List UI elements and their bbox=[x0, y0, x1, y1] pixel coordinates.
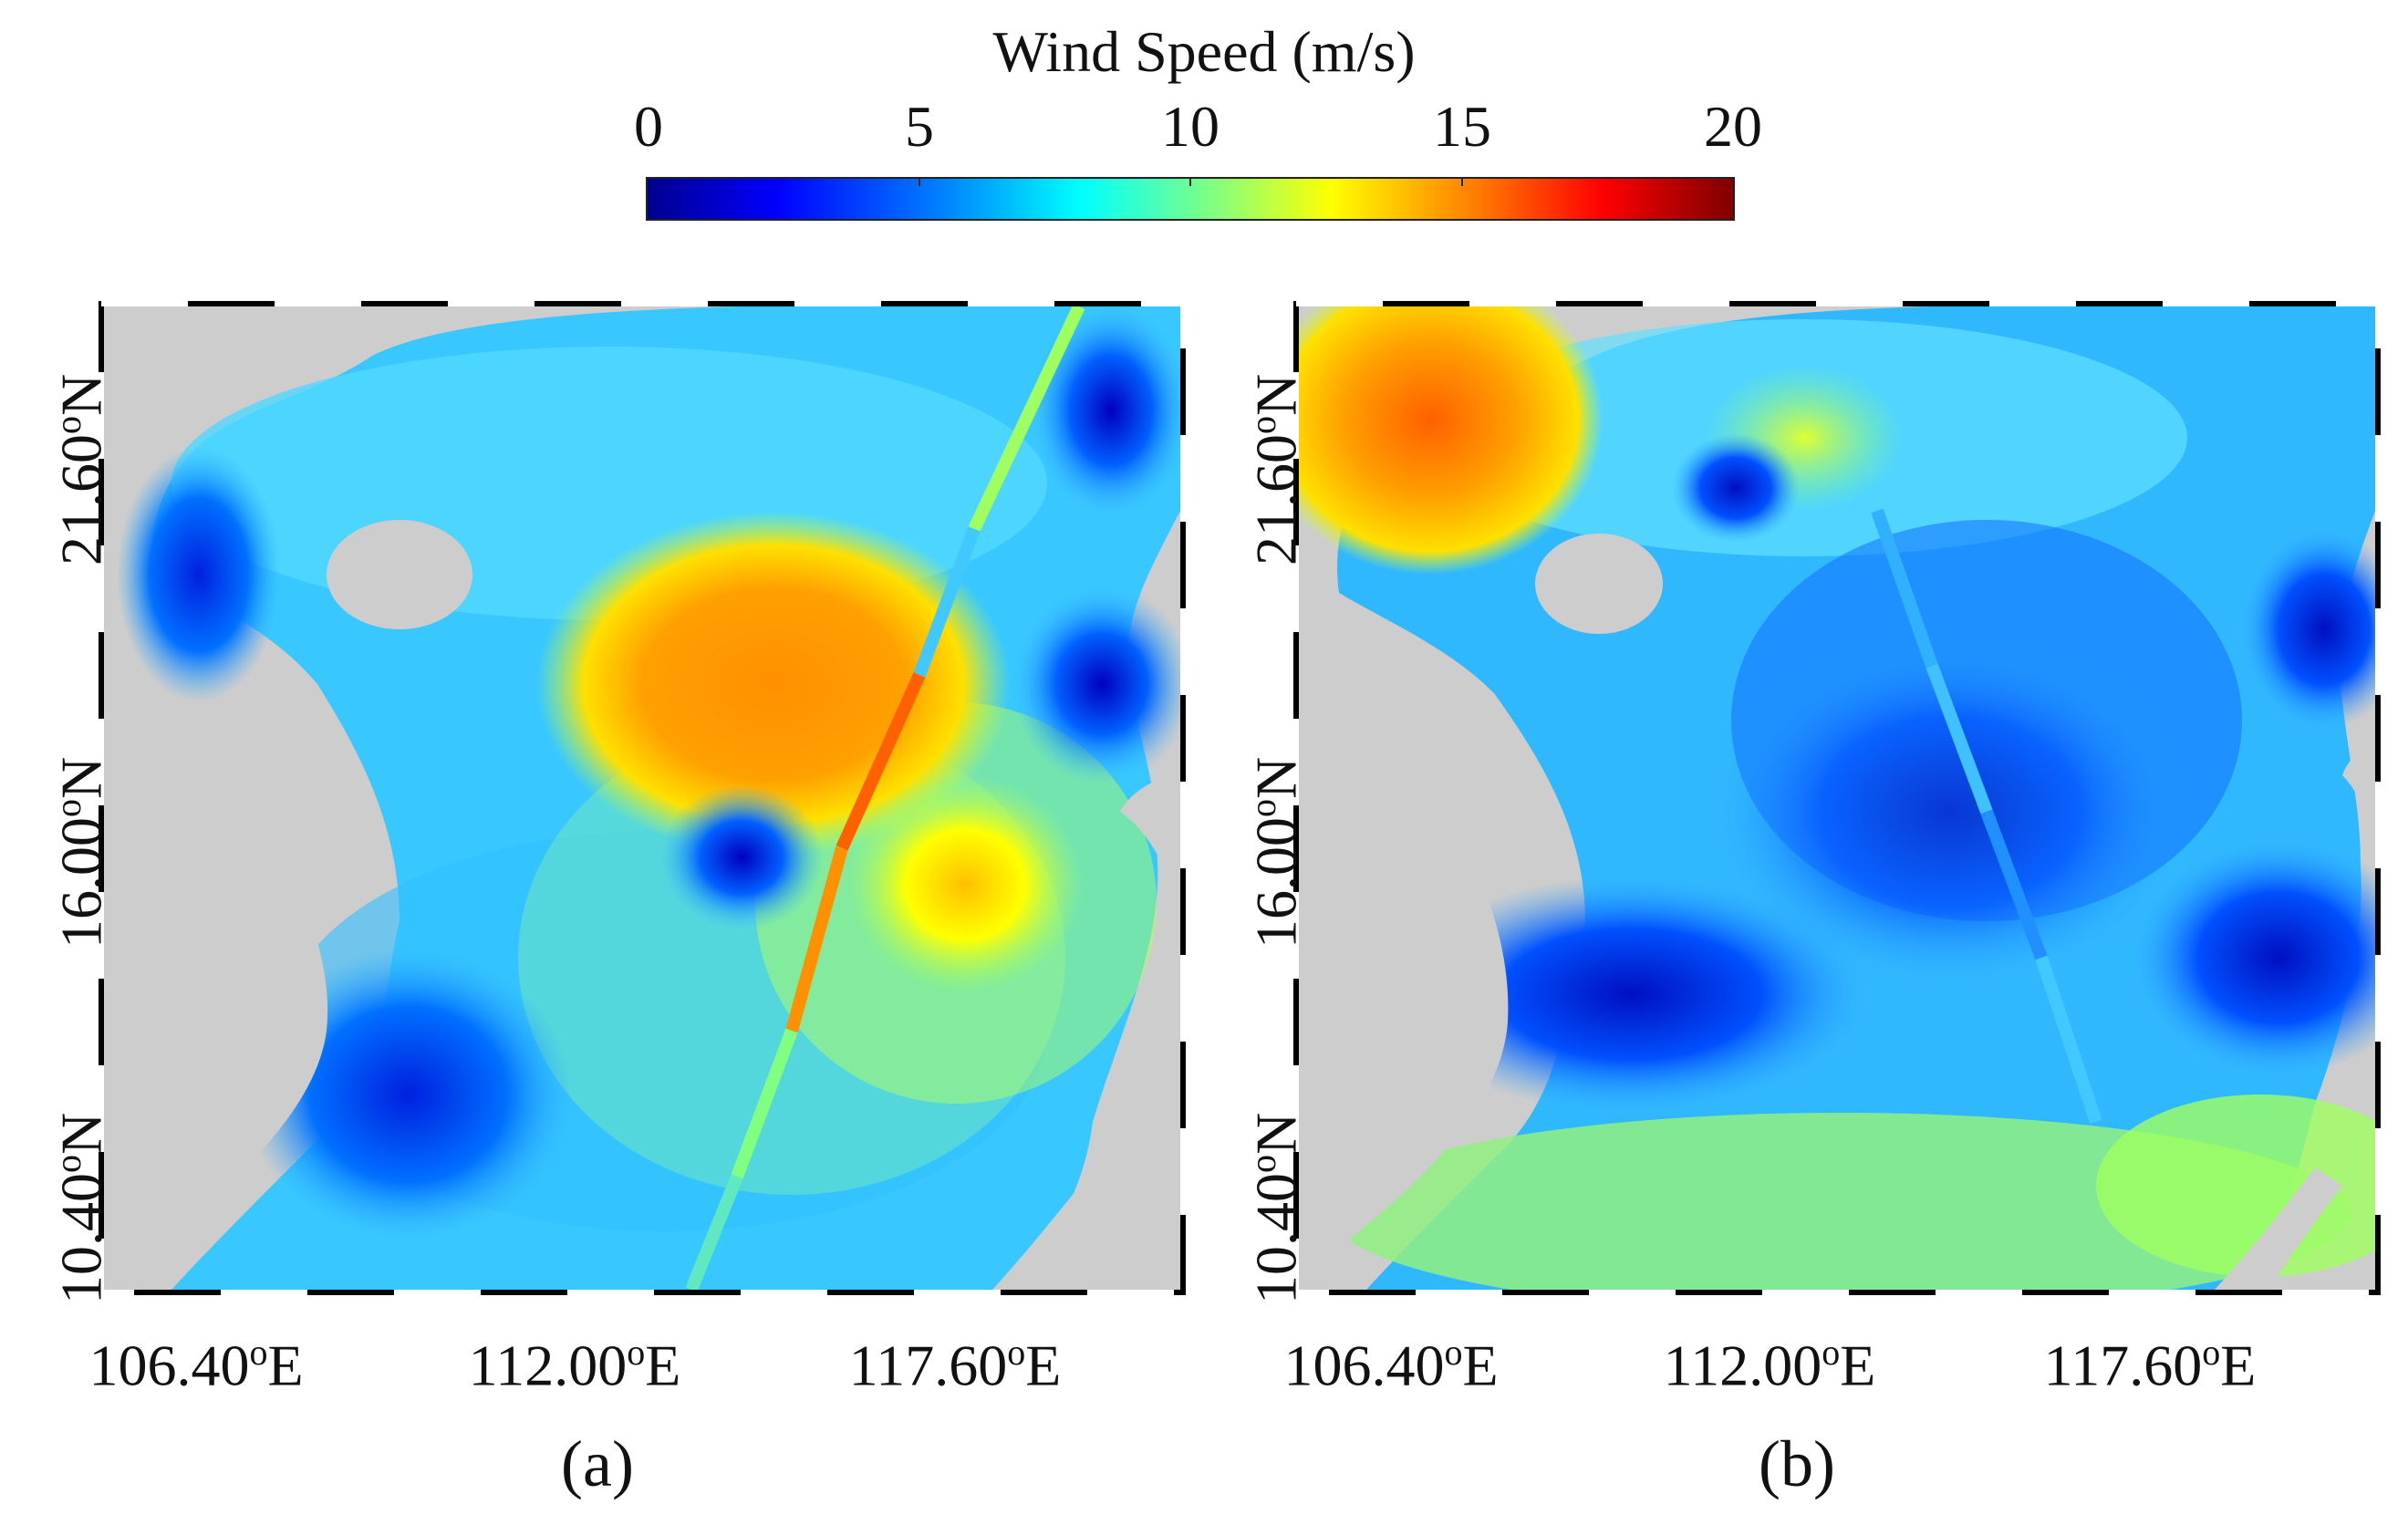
satellite-track bbox=[685, 306, 1085, 1290]
lat-label: 21.60oN bbox=[1242, 373, 1309, 565]
wind-map-b bbox=[1293, 301, 2381, 1295]
lat-label: 21.60oN bbox=[47, 373, 114, 565]
subplot-label-b: (b) bbox=[1759, 1427, 1835, 1500]
lon-label: 106.40oE bbox=[1283, 1332, 1499, 1398]
colorbar-minor-tick bbox=[919, 177, 920, 186]
hainan-island bbox=[327, 520, 472, 629]
colorbar-tick: 20 bbox=[1704, 94, 1762, 159]
colorbar-title: Wind Speed (m/s) bbox=[992, 19, 1416, 84]
lon-label: 112.00oE bbox=[1663, 1332, 1876, 1398]
lat-label: 10.40oN bbox=[1242, 1112, 1309, 1304]
map-panel-b bbox=[1293, 301, 2381, 1295]
lat-label: 16.00oN bbox=[1242, 756, 1309, 949]
lon-label: 117.60oE bbox=[848, 1332, 1062, 1398]
colorbar-tick: 15 bbox=[1433, 94, 1491, 159]
lat-label: 16.00oN bbox=[47, 756, 114, 949]
colorbar-tick: 0 bbox=[634, 94, 663, 159]
lon-label: 106.40oE bbox=[88, 1332, 304, 1398]
satellite-track bbox=[1871, 508, 2102, 1125]
subplot-label-a: (a) bbox=[561, 1427, 634, 1500]
colorbar-minor-tick bbox=[1461, 177, 1463, 186]
colorbar-tick: 10 bbox=[1161, 94, 1220, 159]
lon-label: 112.00oE bbox=[468, 1332, 681, 1398]
lon-label: 117.60oE bbox=[2043, 1332, 2257, 1398]
map-panel-a bbox=[99, 301, 1186, 1295]
colorbar-tick: 5 bbox=[905, 94, 934, 159]
hainan-island bbox=[1535, 534, 1663, 634]
lat-label: 10.40oN bbox=[47, 1112, 114, 1304]
wind-map-a bbox=[99, 301, 1186, 1295]
colorbar-minor-tick bbox=[1189, 177, 1191, 186]
